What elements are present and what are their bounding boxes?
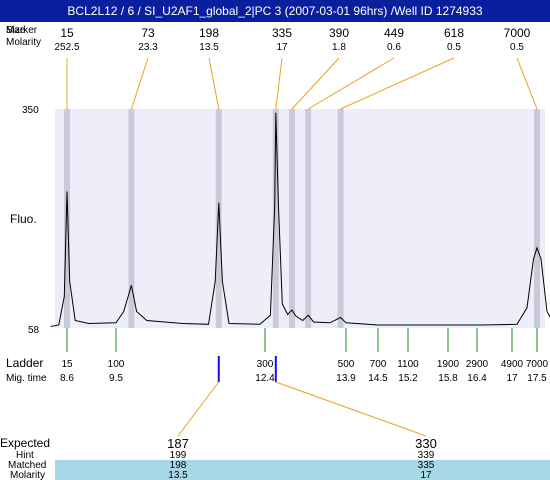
hint-label: Hint	[16, 450, 34, 461]
peak-molarity-value: 13.5	[199, 42, 219, 53]
window-title: BCL2L12 / 6 / SI_U2AF1_global_2|PC 3 (20…	[0, 0, 550, 22]
ladder-band	[534, 109, 540, 328]
y-axis-label: Fluo.	[10, 212, 37, 226]
peak-leader-line	[340, 57, 455, 110]
expected-leader-line	[177, 381, 220, 437]
ladder-time: 9.5	[109, 373, 123, 384]
peak-molarity-value: 17	[276, 42, 288, 53]
peak-size-label: Size	[6, 25, 26, 36]
peak-leader-line	[275, 57, 283, 110]
peak-molarity-label: Molarity	[6, 37, 41, 48]
peak-molarity-value: 0.5	[510, 42, 524, 53]
ladder-time: 17	[506, 373, 518, 384]
y-tick-58: 58	[28, 325, 40, 336]
ladder-time: 15.8	[438, 373, 458, 384]
expected-label: Expected	[0, 436, 50, 450]
ladder-size: 1900	[437, 359, 460, 370]
peak-size-value: 7000	[504, 26, 531, 40]
peak-leader-line	[130, 57, 149, 110]
ladder-time: 12.4	[255, 373, 275, 384]
hint-value: 339	[418, 450, 435, 461]
ladder-size: 700	[370, 359, 387, 370]
expected-value: 330	[415, 436, 437, 451]
peak-molarity-value: 23.3	[138, 42, 158, 53]
molarity-value: 13.5	[168, 470, 188, 480]
peak-size-value: 390	[329, 26, 349, 40]
ladder-band	[337, 109, 344, 328]
ladder-time: 15.2	[398, 373, 418, 384]
peak-molarity-value: 0.5	[447, 42, 461, 53]
peak-size-value: 198	[199, 26, 219, 40]
matched-label: Matched	[8, 460, 46, 471]
peak-size-value: 335	[272, 26, 292, 40]
peak-size-value: 618	[444, 26, 464, 40]
hint-value: 199	[170, 450, 187, 461]
ladder-size: 500	[338, 359, 355, 370]
y-tick-350: 350	[22, 105, 39, 116]
peak-leader-line	[208, 57, 220, 110]
ladder-size: 7000	[526, 359, 549, 370]
ladder-size: 1100	[397, 359, 419, 370]
ladder-time: 8.6	[60, 373, 74, 384]
matched-value: 198	[170, 460, 187, 471]
ladder-band	[272, 109, 279, 328]
ladder-size: 4900	[501, 359, 524, 370]
matched-row-bg	[55, 460, 550, 470]
fluorescence-trace	[50, 112, 550, 327]
ladder-band	[289, 109, 295, 328]
ladder-band	[305, 109, 312, 328]
peak-molarity-value: 0.6	[387, 42, 401, 53]
peak-size-value: 15	[60, 26, 74, 40]
ladder-size: 300	[257, 359, 274, 370]
peak-size-value: 449	[384, 26, 404, 40]
molarity-row-bg	[55, 470, 550, 480]
mig-time-label: Mig. time	[6, 373, 47, 384]
molarity-label: Molarity	[10, 470, 45, 480]
peak-leader-line	[516, 57, 538, 110]
expected-value: 187	[167, 436, 189, 451]
peak-leader-line	[307, 57, 395, 110]
ladder-band	[128, 109, 135, 328]
ladder-size: 100	[108, 359, 125, 370]
expected-leader-line	[275, 381, 427, 437]
plot-area	[55, 109, 545, 328]
ladder-label: Ladder	[6, 356, 43, 370]
molarity-value: 17	[420, 470, 432, 480]
ladder-size: 15	[61, 359, 73, 370]
peak-leader-line	[291, 57, 340, 110]
ladder-time: 16.4	[467, 373, 487, 384]
matched-value: 335	[418, 460, 435, 471]
peak-molarity-value: 1.8	[332, 42, 346, 53]
peak-marker-label: Marker	[6, 25, 38, 36]
ladder-band	[215, 109, 222, 328]
ladder-time: 13.9	[336, 373, 356, 384]
peak-size-value: 73	[141, 26, 155, 40]
ladder-time: 17.5	[527, 373, 547, 384]
ladder-time: 14.5	[368, 373, 388, 384]
peak-molarity-value: 252.5	[54, 42, 79, 53]
ladder-band	[64, 109, 70, 328]
ladder-size: 2900	[466, 359, 489, 370]
